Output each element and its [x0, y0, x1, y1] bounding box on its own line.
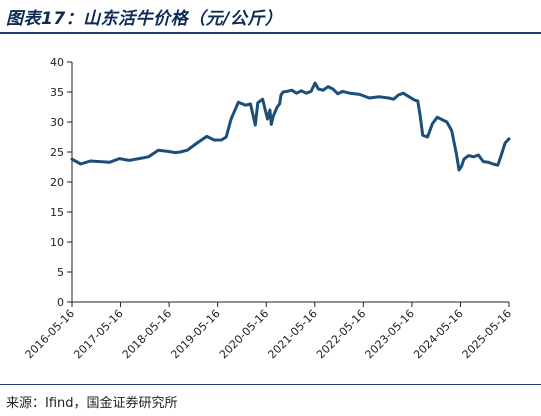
- y-tick-label: 15: [50, 206, 64, 219]
- source-note: 来源：Ifind，国金证券研究所: [6, 396, 178, 411]
- x-tick-label: 2017-05-16: [71, 307, 125, 361]
- title-divider: [0, 32, 541, 34]
- x-tick-label: 2019-05-16: [168, 307, 222, 361]
- x-tick-label: 2018-05-16: [120, 307, 174, 361]
- y-tick-label: 25: [50, 146, 64, 159]
- x-tick-label: 2022-05-16: [314, 307, 368, 361]
- y-tick-label: 10: [50, 236, 64, 249]
- figure-title: 图表17：山东活牛价格（元/公斤）: [6, 9, 283, 29]
- chart-axes: [71, 62, 509, 303]
- y-axis-ticks: 0 5 10 15 20 25 30 35 40: [50, 56, 72, 309]
- x-axis-ticks: 2016-05-162017-05-162018-05-162019-05-16…: [23, 302, 514, 361]
- x-tick-label: 2023-05-16: [363, 307, 417, 361]
- x-tick-label: 2021-05-16: [265, 307, 319, 361]
- y-tick-label: 5: [57, 266, 64, 279]
- series-group: [70, 81, 511, 172]
- y-tick-label: 20: [50, 176, 64, 189]
- x-tick-label: 2020-05-16: [217, 307, 271, 361]
- source-divider: [0, 384, 541, 385]
- x-tick-label: 2016-05-16: [23, 307, 77, 361]
- y-tick-label: 40: [50, 56, 64, 69]
- x-tick-label: 2024-05-16: [411, 307, 465, 361]
- price-line: [70, 81, 511, 172]
- y-tick-label: 35: [50, 86, 64, 99]
- y-tick-label: 0: [57, 296, 64, 309]
- x-tick-label: 2025-05-16: [460, 307, 514, 361]
- y-tick-label: 30: [50, 116, 64, 129]
